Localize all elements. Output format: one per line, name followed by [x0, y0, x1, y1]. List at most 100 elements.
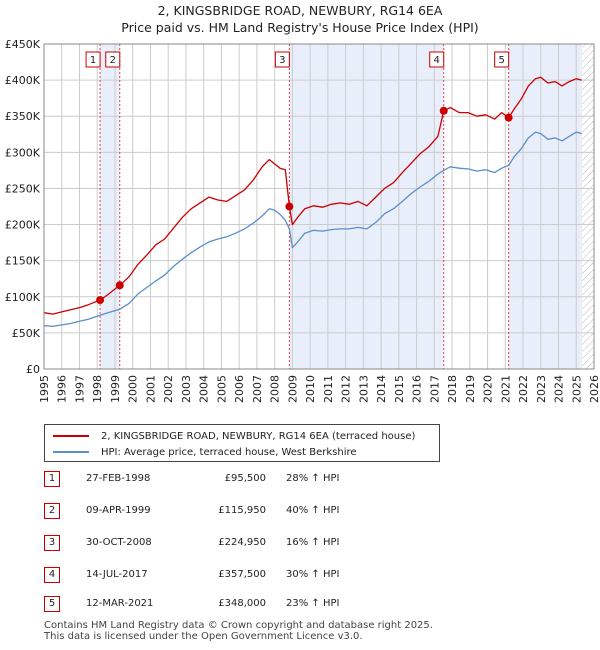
x-tick-label: 1996 [56, 375, 69, 403]
footer-licence: This data is licensed under the Open Gov… [44, 631, 363, 642]
x-tick-label: 2026 [588, 375, 600, 403]
transaction-number: 1 [44, 471, 60, 487]
sale-point [439, 106, 448, 115]
transaction-price: £95,500 [224, 473, 266, 484]
x-tick-label: 2007 [251, 375, 264, 403]
x-tick-label: 1995 [38, 375, 51, 403]
transaction-number: 2 [44, 503, 60, 519]
transaction-marker-label: 5 [498, 55, 504, 66]
transaction-hpi-change: 40% ↑ HPI [286, 505, 340, 516]
x-tick-label: 2016 [411, 375, 424, 403]
x-tick-label: 2012 [340, 375, 353, 403]
table-row: 1 27-FEB-1998 £95,500 28% ↑ HPI [44, 471, 404, 491]
transaction-number: 4 [44, 567, 60, 583]
legend-swatch-property [53, 435, 89, 437]
x-tick-label: 1998 [91, 375, 104, 403]
legend-item-hpi: HPI: Average price, terraced house, West… [53, 444, 357, 460]
legend-label-hpi: HPI: Average price, terraced house, West… [101, 446, 357, 458]
transaction-price: £357,500 [218, 569, 266, 580]
x-tick-label: 1997 [73, 375, 86, 403]
chart-title-block: 2, KINGSBRIDGE ROAD, NEWBURY, RG14 6EA P… [0, 2, 600, 36]
transaction-date: 30-OCT-2008 [86, 537, 152, 548]
transaction-date: 12-MAR-2021 [86, 598, 154, 609]
transaction-price: £224,950 [218, 537, 266, 548]
price-chart: 1 2 3 4 5 £0 £50K £100K £150K £200K £250K £300K £35… [5, 38, 600, 403]
transaction-hpi-change: 16% ↑ HPI [286, 537, 340, 548]
legend-item-property: 2, KINGSBRIDGE ROAD, NEWBURY, RG14 6EA (… [53, 428, 415, 444]
sale-point [285, 202, 294, 211]
transaction-marker-label: 4 [434, 55, 440, 66]
transaction-hpi-change: 28% ↑ HPI [286, 473, 340, 484]
x-tick-label: 1999 [109, 375, 122, 403]
transaction-hpi-change: 30% ↑ HPI [286, 569, 340, 580]
x-tick-label: 2010 [304, 375, 317, 403]
y-tick-label: £350K [5, 110, 41, 123]
sale-point [96, 296, 105, 305]
x-tick-label: 2024 [553, 375, 566, 403]
x-tick-label: 2022 [517, 375, 530, 403]
transaction-marker-label: 3 [279, 55, 285, 66]
y-tick-label: £50K [12, 327, 41, 340]
transaction-marker-box [429, 51, 445, 68]
table-row: 3 30-OCT-2008 £224,950 16% ↑ HPI [44, 535, 404, 555]
transaction-date: 27-FEB-1998 [86, 473, 151, 484]
x-tick-label: 2008 [269, 375, 282, 403]
x-tick-label: 2000 [127, 375, 140, 403]
sale-point [115, 281, 124, 290]
sale-point [504, 113, 513, 122]
x-tick-label: 2019 [464, 375, 477, 403]
x-tick-label: 2014 [375, 375, 388, 403]
transaction-date: 09-APR-1999 [86, 505, 151, 516]
transaction-price: £115,950 [218, 505, 266, 516]
x-tick-label: 2006 [233, 375, 246, 403]
legend-label-property: 2, KINGSBRIDGE ROAD, NEWBURY, RG14 6EA (… [101, 430, 416, 442]
transaction-marker-box [85, 51, 101, 68]
y-tick-label: £300K [5, 146, 41, 159]
y-tick-label: £100K [5, 291, 41, 304]
x-tick-label: 2015 [393, 375, 406, 403]
x-tick-label: 2002 [162, 375, 175, 403]
transaction-marker-label: 1 [90, 55, 96, 66]
ownership-period-shade [508, 44, 583, 369]
x-tick-label: 2009 [286, 375, 299, 403]
transaction-number: 5 [44, 596, 60, 612]
chart-title: 2, KINGSBRIDGE ROAD, NEWBURY, RG14 6EA [157, 3, 443, 18]
x-tick-label: 2017 [428, 375, 441, 403]
transaction-marker-box [274, 51, 290, 68]
y-tick-label: £450K [5, 38, 41, 51]
x-tick-label: 2023 [535, 375, 548, 403]
y-tick-label: £0 [26, 363, 40, 376]
transaction-marker-box [494, 51, 510, 68]
transaction-marker-box [105, 51, 121, 68]
x-tick-label: 2005 [215, 375, 228, 403]
y-tick-label: £400K [5, 74, 41, 87]
y-tick-label: £250K [5, 182, 41, 195]
hpi-line [43, 131, 582, 328]
table-row: 2 09-APR-1999 £115,950 40% ↑ HPI [44, 503, 404, 523]
transaction-hpi-change: 23% ↑ HPI [286, 598, 340, 609]
transaction-marker-label: 2 [110, 55, 116, 66]
transaction-number: 3 [44, 535, 60, 551]
table-row: 4 14-JUL-2017 £357,500 30% ↑ HPI [44, 567, 404, 587]
x-tick-label: 2013 [357, 375, 370, 403]
x-tick-label: 2001 [144, 375, 157, 403]
y-tick-label: £150K [5, 255, 41, 268]
plot-frame [43, 43, 595, 370]
x-tick-label: 2011 [322, 375, 335, 403]
chart-subtitle: Price paid vs. HM Land Registry's House … [121, 20, 479, 35]
x-tick-label: 2025 [570, 375, 583, 403]
future-hatch-region [582, 44, 594, 369]
x-tick-label: 2020 [482, 375, 495, 403]
x-tick-label: 2004 [198, 375, 211, 403]
y-tick-label: £200K [5, 219, 41, 232]
x-tick-label: 2018 [446, 375, 459, 403]
x-tick-label: 2021 [499, 375, 512, 403]
footer-copyright: Contains HM Land Registry data © Crown c… [44, 620, 433, 631]
x-tick-label: 2003 [180, 375, 193, 403]
transaction-price: £348,000 [218, 598, 266, 609]
ownership-period-shade [100, 44, 120, 369]
transaction-date: 14-JUL-2017 [86, 569, 148, 580]
footer: Contains HM Land Registry data © Crown c… [44, 620, 433, 642]
legend: 2, KINGSBRIDGE ROAD, NEWBURY, RG14 6EA (… [44, 424, 440, 462]
table-row: 5 12-MAR-2021 £348,000 23% ↑ HPI [44, 596, 404, 616]
